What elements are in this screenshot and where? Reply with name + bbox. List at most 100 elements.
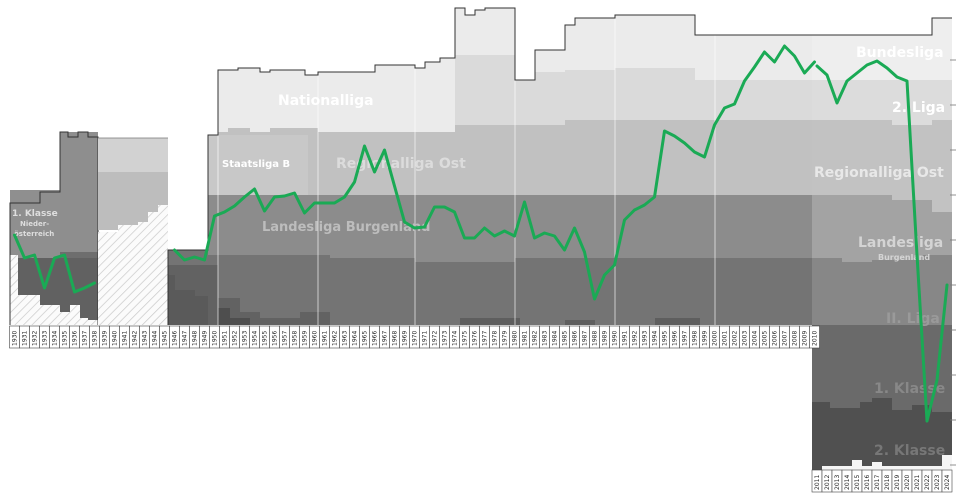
position-point	[403, 221, 406, 223]
period-outline	[812, 17, 952, 36]
year-tick-label: 1949	[202, 331, 209, 346]
year-tick-label: 1997	[682, 331, 689, 346]
year-tick-label: 1944	[152, 331, 159, 346]
position-point	[593, 298, 596, 300]
position-point	[753, 66, 756, 68]
year-tick-label: 2016	[864, 475, 871, 490]
position-point	[533, 237, 536, 239]
year-tick-label: 2023	[934, 475, 941, 490]
position-point	[483, 227, 486, 229]
year-tick-label: 1983	[542, 331, 549, 346]
year-tick-label: 1980	[512, 331, 519, 346]
year-tick-label: 1953	[242, 331, 249, 346]
period-1939-1945-bands	[98, 137, 168, 325]
league-label: Regionalliga Ost	[336, 156, 466, 172]
position-point	[203, 259, 206, 261]
position-point	[343, 196, 346, 198]
year-axis-2011-2024: 2011 2012 2013 2014 2015 2016 2017 2018 2019 2020…	[811, 469, 953, 493]
position-point	[683, 142, 686, 144]
position-point	[323, 202, 326, 204]
league-label: österreich	[14, 230, 54, 238]
position-point	[633, 209, 636, 211]
position-point	[193, 256, 196, 258]
year-tick-label: 1973	[442, 331, 449, 346]
tier-band	[98, 138, 168, 178]
year-tick-label: 1967	[382, 331, 389, 346]
position-point	[886, 67, 888, 69]
year-tick-label: 1951	[222, 331, 229, 346]
position-point	[623, 219, 626, 221]
year-tick-label: 1965	[362, 331, 369, 346]
year-tick-label: 1955	[262, 331, 269, 346]
position-point	[693, 151, 696, 153]
year-tick-box	[809, 325, 820, 349]
position-point	[846, 80, 848, 82]
league-label: 1. Klasse	[874, 381, 945, 397]
position-point	[83, 287, 86, 289]
position-point	[463, 237, 466, 239]
position-point	[743, 80, 746, 82]
year-tick-label: 1936	[72, 331, 79, 346]
position-point	[223, 211, 226, 213]
year-tick-label: 1941	[122, 331, 129, 346]
year-tick-label: 2010	[812, 331, 819, 346]
position-point	[303, 212, 306, 214]
league-label: 2. Liga	[892, 100, 945, 116]
position-point	[53, 257, 56, 259]
year-tick-label: 2014	[844, 475, 851, 490]
year-tick-label: 1957	[282, 331, 289, 346]
year-tick-label: 1991	[622, 331, 629, 346]
position-point	[263, 210, 266, 212]
position-point	[663, 130, 666, 132]
year-tick-label: 1947	[182, 331, 189, 346]
tier-band	[208, 135, 308, 195]
year-tick-label: 2003	[742, 331, 749, 346]
year-tick-label: 2019	[894, 475, 901, 490]
year-tick-label: 1931	[22, 331, 29, 346]
position-point	[926, 420, 928, 422]
year-tick-label: 1982	[532, 331, 539, 346]
year-tick-label: 2008	[792, 331, 799, 346]
tier-band	[460, 318, 520, 325]
position-point	[93, 282, 96, 284]
year-tick-label: 1930	[12, 331, 19, 346]
year-tick-label: 2004	[752, 331, 759, 346]
year-tick-label: 2015	[854, 475, 861, 490]
year-tick-label: 1961	[322, 331, 329, 346]
league-label: Burgenland	[878, 253, 930, 262]
position-point	[603, 274, 606, 276]
position-point	[513, 235, 516, 237]
year-tick-label: 2007	[782, 331, 789, 346]
hatch-area	[10, 255, 98, 325]
position-point	[553, 235, 556, 237]
position-point	[856, 72, 858, 74]
position-point	[23, 257, 26, 259]
league-label: Staatsliga B	[222, 159, 290, 170]
year-tick-label: 1950	[212, 331, 219, 346]
position-point	[283, 195, 286, 197]
year-tick-label: 1994	[652, 331, 659, 346]
year-tick-label: 1988	[592, 331, 599, 346]
position-point	[826, 74, 828, 76]
year-tick-label: 1992	[632, 331, 639, 346]
position-point	[906, 80, 908, 82]
year-tick-label: 2001	[722, 331, 729, 346]
league-position-line	[13, 44, 949, 423]
year-tick-label: 1952	[232, 331, 239, 346]
year-tick-label: 1993	[642, 331, 649, 346]
position-point	[583, 251, 586, 253]
tier-band	[168, 265, 330, 325]
year-tick-label: 1960	[312, 331, 319, 346]
year-tick-label: 2024	[944, 475, 951, 490]
league-label: Regionalliga Ost	[814, 165, 944, 181]
league-label: Landesliga	[858, 235, 943, 251]
position-point	[643, 204, 646, 206]
position-point	[613, 264, 616, 266]
year-tick-label: 1990	[612, 331, 619, 346]
year-tick-label: 1946	[172, 331, 179, 346]
position-point	[653, 196, 656, 198]
year-tick-label: 1977	[482, 331, 489, 346]
year-tick-label: 2017	[874, 475, 881, 490]
year-tick-label: 1972	[432, 331, 439, 346]
year-tick-label: 1970	[412, 331, 419, 346]
